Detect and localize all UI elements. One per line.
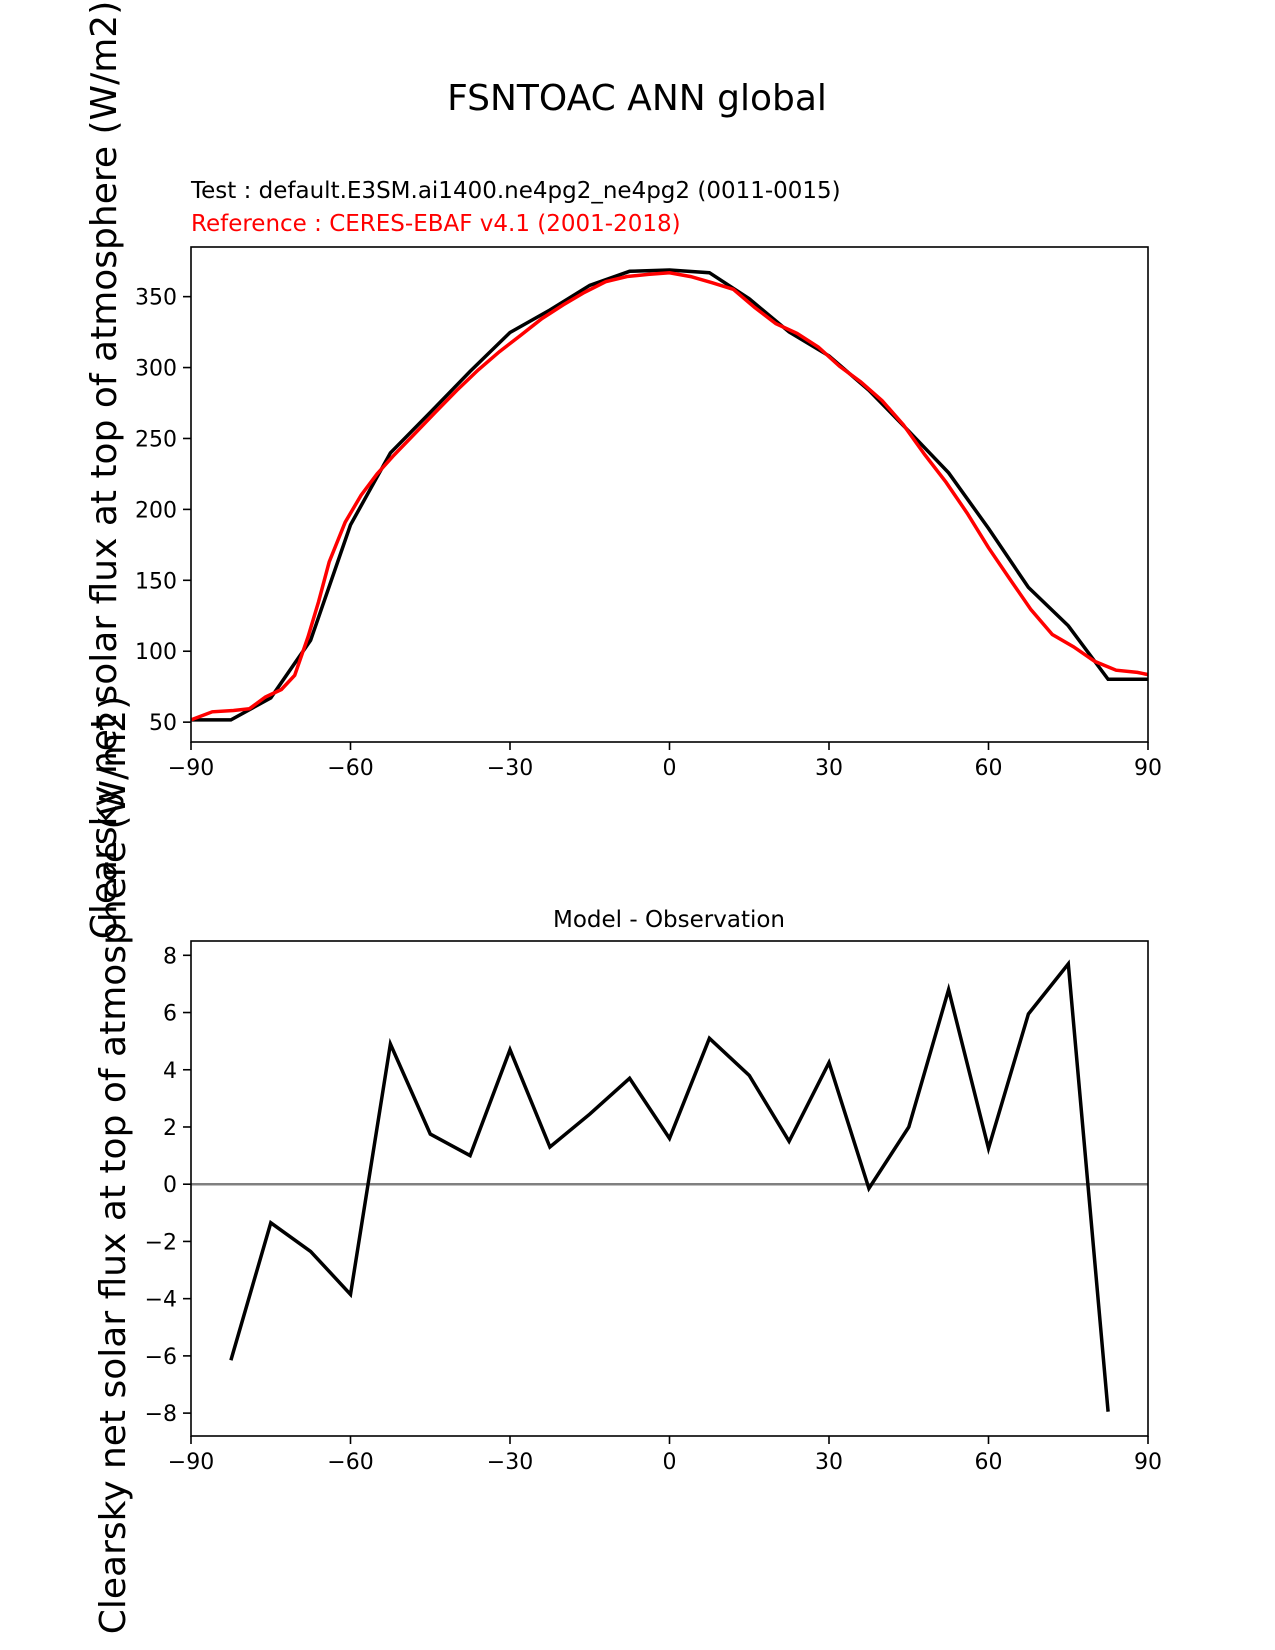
y-tick-label: 150: [135, 569, 177, 594]
y-tick-label: 6: [163, 1002, 177, 1027]
reference-label: Reference : CERES-EBAF v4.1 (2001-2018): [191, 211, 681, 237]
x-tick-label: −90: [168, 756, 214, 781]
series-line-reference: [190, 271, 1149, 722]
ylabel-bottom: Clearsky net solar flux at top of atmosp…: [93, 696, 134, 1635]
y-tick-label: 100: [135, 640, 177, 665]
top-panel: −90 −60 −30 0 30 60 90 50 100 150 200 250 300 350: [135, 246, 1162, 781]
y-tick-label: 8: [163, 944, 177, 969]
y-tick-label: 200: [135, 498, 177, 523]
y-tick-label: −2: [145, 1230, 177, 1255]
y-tick-label: −8: [145, 1402, 177, 1427]
y-tick-label: 300: [135, 357, 177, 382]
series-line-test: [191, 268, 1148, 722]
series-line-difference: [229, 959, 1110, 1412]
bottom-panel-title: Model - Observation: [553, 907, 785, 933]
x-tick-label: 0: [663, 756, 677, 781]
x-tick-label: −90: [168, 1450, 214, 1475]
y-tick-label: −6: [145, 1345, 177, 1370]
y-tick-label: 50: [149, 711, 177, 736]
ylabel-top: Clearsky net solar flux at top of atmosp…: [84, 1, 125, 940]
x-tick-label: −30: [487, 756, 533, 781]
x-tick-label: −60: [327, 756, 373, 781]
y-tick-label: 350: [135, 286, 177, 311]
axes-frame: [190, 246, 1149, 743]
x-tick-label: 90: [1134, 1450, 1162, 1475]
y-tick-label: 250: [135, 427, 177, 452]
y-tick-label: 0: [163, 1173, 177, 1198]
x-tick-label: −30: [487, 1450, 533, 1475]
y-tick-label: 2: [163, 1116, 177, 1141]
x-tick-label: 90: [1134, 756, 1162, 781]
test-label: Test : default.E3SM.ai1400.ne4pg2_ne4pg2…: [190, 178, 841, 204]
y-tick-label: −4: [145, 1288, 177, 1313]
x-tick-label: 0: [663, 1450, 677, 1475]
x-tick-label: −60: [327, 1450, 373, 1475]
axes-frame: [190, 940, 1149, 1437]
x-tick-label: 30: [815, 1450, 843, 1475]
bottom-panel: −90 −60 −30 0 30 60 90 −8 −6 −4 −2 0 2 4 6 8: [145, 940, 1162, 1475]
y-tick-label: 4: [163, 1059, 177, 1084]
x-tick-label: 30: [815, 756, 843, 781]
figure-title: FSNTOAC ANN global: [447, 78, 827, 119]
x-tick-label: 60: [975, 756, 1003, 781]
x-tick-label: 60: [975, 1450, 1003, 1475]
